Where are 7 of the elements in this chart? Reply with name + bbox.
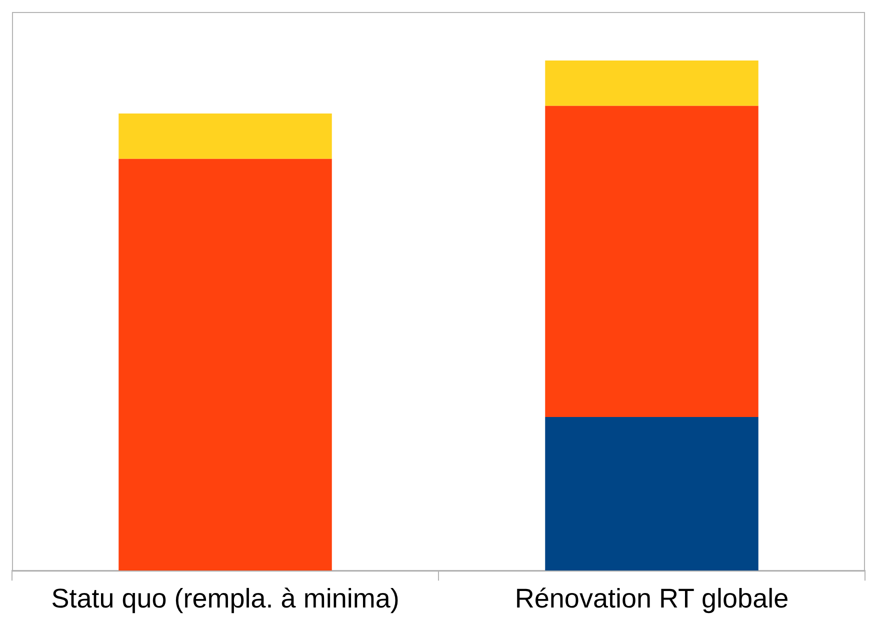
- x-tick-label: Rénovation RT globale: [514, 583, 789, 614]
- x-tick-label: Statu quo (rempla. à minima): [51, 583, 400, 614]
- bar: [118, 114, 332, 159]
- bar: [545, 106, 758, 418]
- bar: [545, 60, 758, 106]
- bar: [118, 158, 332, 571]
- bar: [545, 417, 758, 571]
